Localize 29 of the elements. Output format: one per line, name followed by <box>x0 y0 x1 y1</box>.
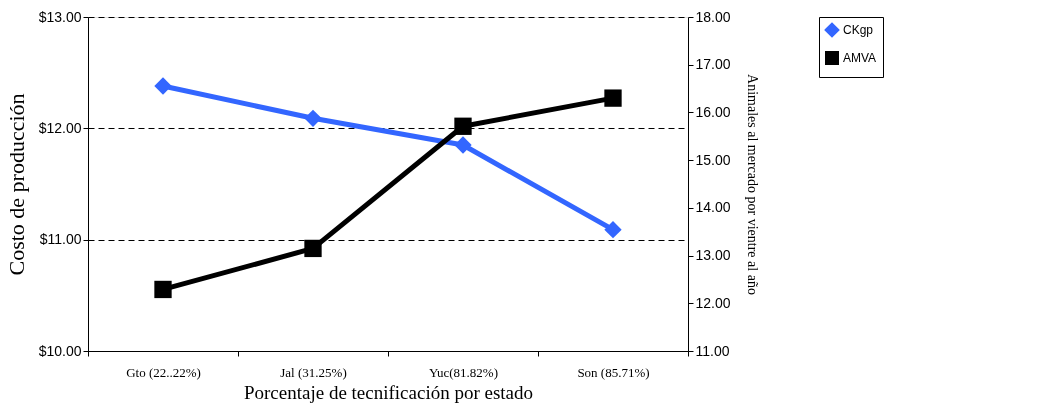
y2-tick-label: 12.00 <box>695 294 731 311</box>
x-tick-label: Gto (22..22%) <box>126 364 201 380</box>
x-tick-label: Yuc(81.82%) <box>429 364 498 380</box>
y2-tick-label: 18.00 <box>695 8 731 25</box>
point <box>604 220 622 239</box>
point <box>154 77 172 95</box>
y-axis-title: Costo de producción <box>3 93 29 276</box>
y-tick-label: $11.00 <box>39 231 82 248</box>
x-axis-title: Porcentaje de tecnificación por estado <box>243 381 534 403</box>
point <box>454 117 472 135</box>
legend-label: AMVA <box>843 51 877 65</box>
legend-label: CKgp <box>843 23 874 37</box>
y2-tick-label: 13.00 <box>695 247 731 264</box>
point <box>454 136 472 154</box>
x-tick-label: Son (85.71%) <box>577 364 650 380</box>
point <box>304 109 322 127</box>
y2-tick-label: 11.00 <box>695 342 730 359</box>
y-tick-label: $10.00 <box>38 342 82 359</box>
y-tick-label: $13.00 <box>38 8 82 25</box>
y2-tick-label: 15.00 <box>695 151 731 168</box>
point <box>154 280 172 299</box>
y2-tick-label: 17.00 <box>695 56 731 73</box>
point <box>304 239 322 258</box>
y-tick-label: $12.00 <box>38 119 82 136</box>
y2-tick-label: 16.00 <box>695 103 731 120</box>
y2-axis-title: Animales al mercado por vientre al año <box>744 74 760 295</box>
point <box>604 89 622 107</box>
x-tick-label: Jal (31.25%) <box>280 364 347 380</box>
y2-tick-label: 14.00 <box>695 199 731 216</box>
